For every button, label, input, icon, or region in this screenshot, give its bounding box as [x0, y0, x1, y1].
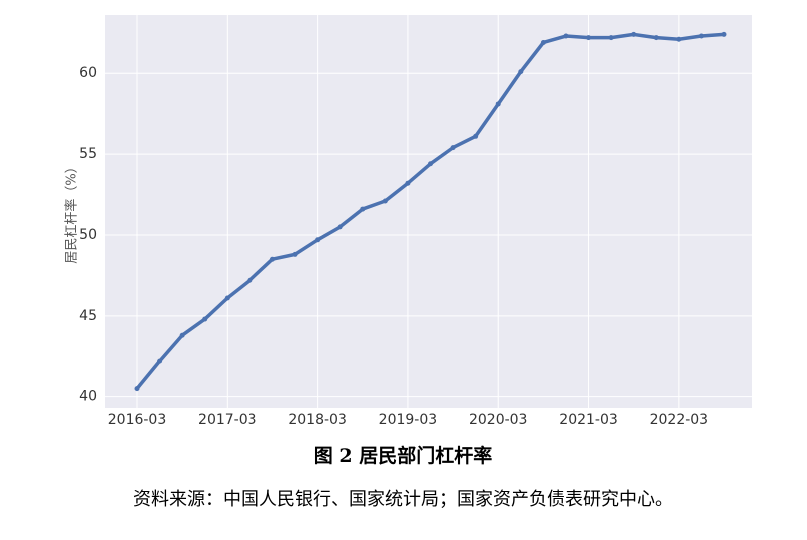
x-tick-label: 2022-03	[650, 412, 709, 428]
point	[631, 31, 637, 37]
point	[586, 35, 592, 41]
point	[473, 133, 479, 139]
point	[179, 332, 185, 338]
point	[653, 35, 659, 41]
point	[315, 237, 321, 243]
x-tick-label: 2017-03	[198, 412, 257, 428]
y-tick-label: 60	[79, 65, 97, 81]
point	[405, 180, 411, 186]
point	[428, 161, 433, 167]
x-tick-label: 2018-03	[288, 412, 347, 428]
point	[134, 386, 140, 392]
point	[540, 39, 546, 45]
source-note: 资料来源：中国人民银行、国家统计局；国家资产负债表研究中心。	[133, 489, 673, 510]
y-tick-label: 55	[79, 146, 97, 162]
x-tick-label: 2021-03	[559, 412, 618, 428]
point	[450, 145, 456, 151]
x-tick-label: 2020-03	[469, 412, 528, 428]
point	[608, 35, 614, 41]
point	[337, 224, 343, 230]
point	[563, 33, 569, 39]
point	[157, 358, 163, 364]
point	[360, 206, 366, 212]
point	[676, 36, 682, 42]
point	[698, 33, 704, 39]
point	[224, 295, 230, 301]
plot-area	[105, 15, 752, 408]
x-tick-label: 2019-03	[379, 412, 438, 428]
point	[269, 256, 275, 262]
point	[202, 316, 208, 322]
y-tick-label: 40	[79, 389, 97, 405]
point	[247, 277, 253, 283]
point	[382, 198, 388, 204]
point	[721, 31, 727, 37]
point	[518, 69, 524, 75]
point	[292, 251, 298, 257]
point	[495, 101, 501, 107]
x-tick-label: 2016-03	[108, 412, 167, 428]
y-tick-label: 45	[79, 308, 97, 324]
y-tick-label: 50	[79, 227, 97, 243]
y-axis-label: 居民杠杆率（%）	[64, 160, 80, 263]
caption: 图 2 居民部门杠杆率	[314, 444, 492, 467]
